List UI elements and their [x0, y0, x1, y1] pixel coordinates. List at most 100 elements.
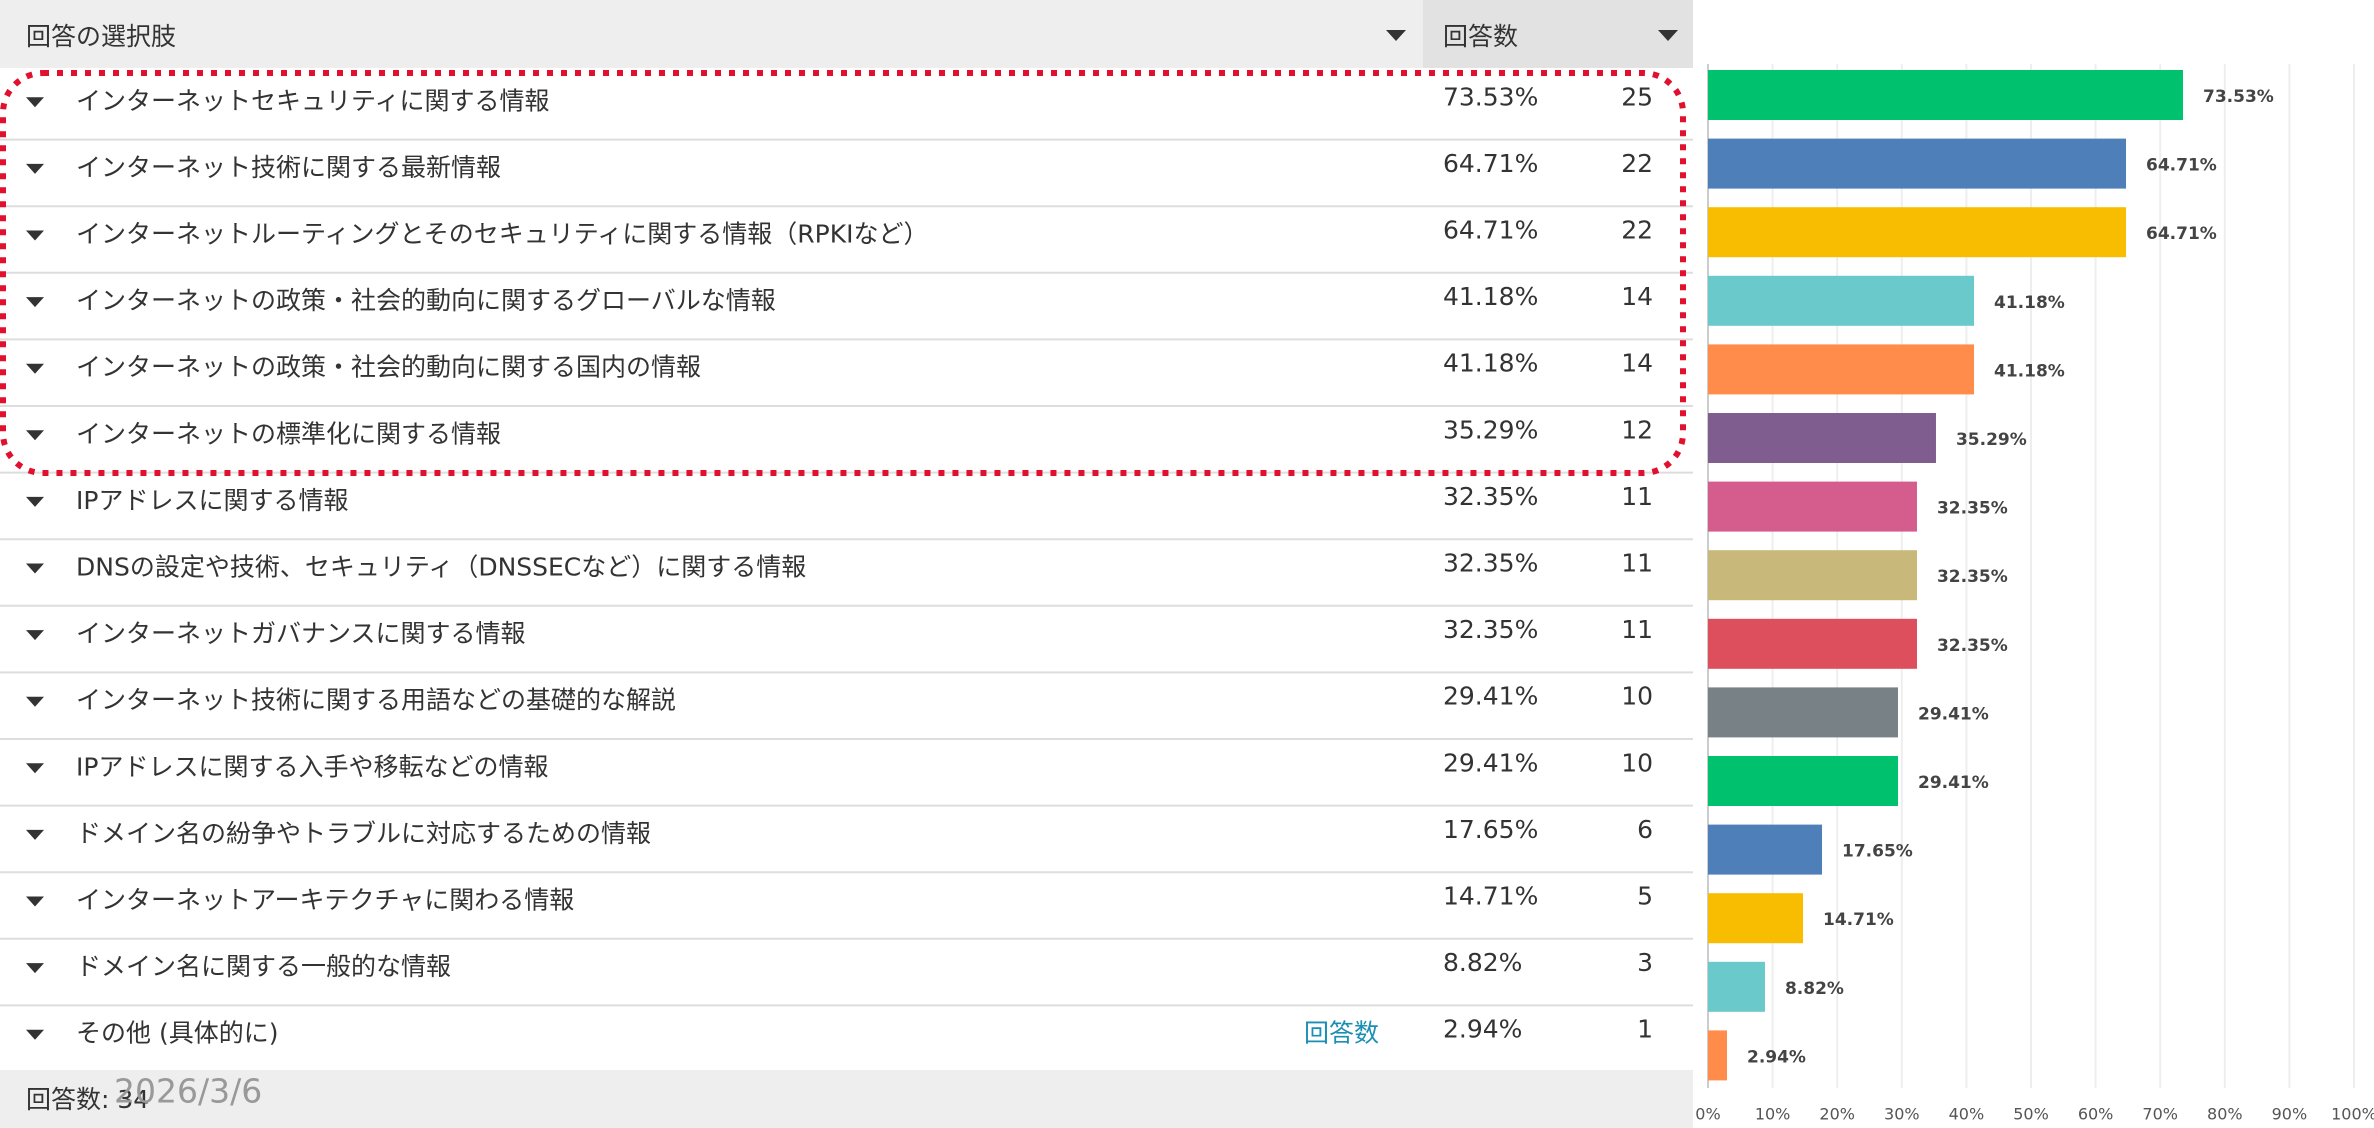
- expand-arrow[interactable]: [26, 829, 44, 840]
- expand-arrow[interactable]: [26, 496, 44, 507]
- bar: [1708, 756, 1898, 806]
- count: 11: [1621, 615, 1653, 644]
- bar: [1708, 687, 1898, 738]
- percent: 14.71%: [1443, 882, 1538, 911]
- responses-link[interactable]: 回答数: [1304, 1019, 1379, 1048]
- bar: [1708, 275, 1975, 326]
- x-tick-label: 70%: [2142, 1105, 2178, 1124]
- data-label: 8.82%: [1785, 979, 1844, 999]
- bar: [1708, 893, 1804, 944]
- bar: [1708, 1030, 1727, 1081]
- expand-arrow[interactable]: [26, 963, 44, 974]
- percent: 41.18%: [1443, 282, 1538, 311]
- percent: 64.71%: [1443, 149, 1538, 178]
- header-count-bg: [1423, 0, 1693, 68]
- percent: 29.41%: [1443, 748, 1538, 777]
- x-tick-label: 40%: [1949, 1105, 1985, 1124]
- choice-label: DNSの設定や技術、セキュリティ（DNSSECなど）に関する情報: [76, 553, 806, 582]
- bar: [1708, 824, 1823, 875]
- count: 1: [1637, 1015, 1653, 1044]
- bar: [1708, 344, 1975, 395]
- expand-arrow[interactable]: [26, 230, 44, 241]
- count: 25: [1621, 82, 1653, 111]
- percent: 8.82%: [1443, 948, 1522, 977]
- count: 10: [1621, 748, 1653, 777]
- sort-arrow[interactable]: [1386, 30, 1406, 41]
- choice-label: ドメイン名に関する一般的な情報: [76, 952, 451, 981]
- bar: [1708, 961, 1765, 1012]
- percent: 29.41%: [1443, 682, 1538, 711]
- count: 12: [1621, 415, 1653, 444]
- choice-label: IPアドレスに関する情報: [76, 486, 348, 515]
- data-label: 64.71%: [2146, 224, 2217, 244]
- count: 6: [1637, 815, 1653, 844]
- percent: 35.29%: [1443, 415, 1538, 444]
- choice-label: インターネット技術に関する最新情報: [76, 153, 501, 182]
- expand-arrow[interactable]: [26, 430, 44, 441]
- header-bg: [0, 0, 1423, 68]
- data-label: 73.53%: [2203, 87, 2274, 107]
- choice-label: インターネットセキュリティに関する情報: [76, 86, 550, 115]
- expand-arrow[interactable]: [26, 763, 44, 774]
- percent: 64.71%: [1443, 216, 1538, 245]
- count: 5: [1637, 882, 1653, 911]
- sort-arrow[interactable]: [1658, 30, 1678, 41]
- choice-label: インターネットの政策・社会的動向に関する国内の情報: [76, 353, 701, 382]
- header-choices[interactable]: 回答の選択肢: [26, 22, 176, 51]
- data-label: 29.41%: [1918, 704, 1989, 724]
- choice-label: インターネットアーキテクチャに関わる情報: [76, 886, 574, 915]
- choice-label: ドメイン名の紛争やトラブルに対応するための情報: [76, 819, 651, 848]
- data-label: 32.35%: [1937, 636, 2008, 656]
- x-tick-label: 60%: [2078, 1105, 2114, 1124]
- expand-arrow[interactable]: [26, 563, 44, 574]
- bar: [1708, 481, 1917, 532]
- expand-arrow[interactable]: [26, 696, 44, 707]
- data-label: 35.29%: [1956, 430, 2027, 450]
- count: 14: [1621, 282, 1653, 311]
- x-tick-label: 80%: [2207, 1105, 2243, 1124]
- bar: [1708, 618, 1917, 669]
- data-label: 32.35%: [1937, 499, 2008, 519]
- bar: [1708, 207, 2127, 258]
- data-label: 41.18%: [1994, 293, 2065, 313]
- x-tick-label: 30%: [1884, 1105, 1920, 1124]
- expand-arrow[interactable]: [26, 630, 44, 641]
- expand-arrow[interactable]: [26, 297, 44, 308]
- footer-total: 回答数: 34: [26, 1085, 149, 1114]
- x-tick-label: 10%: [1755, 1105, 1791, 1124]
- data-label: 17.65%: [1842, 842, 1913, 862]
- choice-label: インターネット技術に関する用語などの基礎的な解説: [76, 686, 676, 715]
- bar: [1708, 550, 1917, 601]
- count: 10: [1621, 682, 1653, 711]
- header-responses[interactable]: 回答数: [1443, 22, 1518, 51]
- expand-arrow[interactable]: [26, 163, 44, 174]
- bar: [1708, 138, 2127, 189]
- data-label: 41.18%: [1994, 361, 2065, 381]
- count: 14: [1621, 349, 1653, 378]
- choice-label: インターネットガバナンスに関する情報: [76, 619, 526, 648]
- count: 11: [1621, 482, 1653, 511]
- choice-label: その他 (具体的に): [76, 1019, 278, 1048]
- count: 3: [1637, 948, 1653, 977]
- footer-bg: [0, 1070, 1693, 1128]
- expand-arrow[interactable]: [26, 896, 44, 907]
- x-tick-label: 0%: [1695, 1105, 1720, 1124]
- bar: [1708, 413, 1936, 463]
- highlight-box: [0, 70, 1686, 476]
- percent: 32.35%: [1443, 549, 1538, 578]
- percent: 2.94%: [1443, 1015, 1522, 1044]
- choice-label: IPアドレスに関する入手や移転などの情報: [76, 752, 548, 781]
- percent: 73.53%: [1443, 82, 1538, 111]
- choice-label: インターネットルーティングとそのセキュリティに関する情報（RPKIなど）: [76, 220, 928, 249]
- data-label: 29.41%: [1918, 773, 1989, 793]
- data-label: 32.35%: [1937, 567, 2008, 587]
- percent: 32.35%: [1443, 615, 1538, 644]
- x-tick-label: 90%: [2272, 1105, 2308, 1124]
- data-label: 2.94%: [1747, 1047, 1806, 1067]
- expand-arrow[interactable]: [26, 1029, 44, 1040]
- expand-arrow[interactable]: [26, 97, 44, 108]
- expand-arrow[interactable]: [26, 363, 44, 374]
- date: 2026/3/6: [114, 1072, 262, 1111]
- data-label: 14.71%: [1823, 910, 1894, 930]
